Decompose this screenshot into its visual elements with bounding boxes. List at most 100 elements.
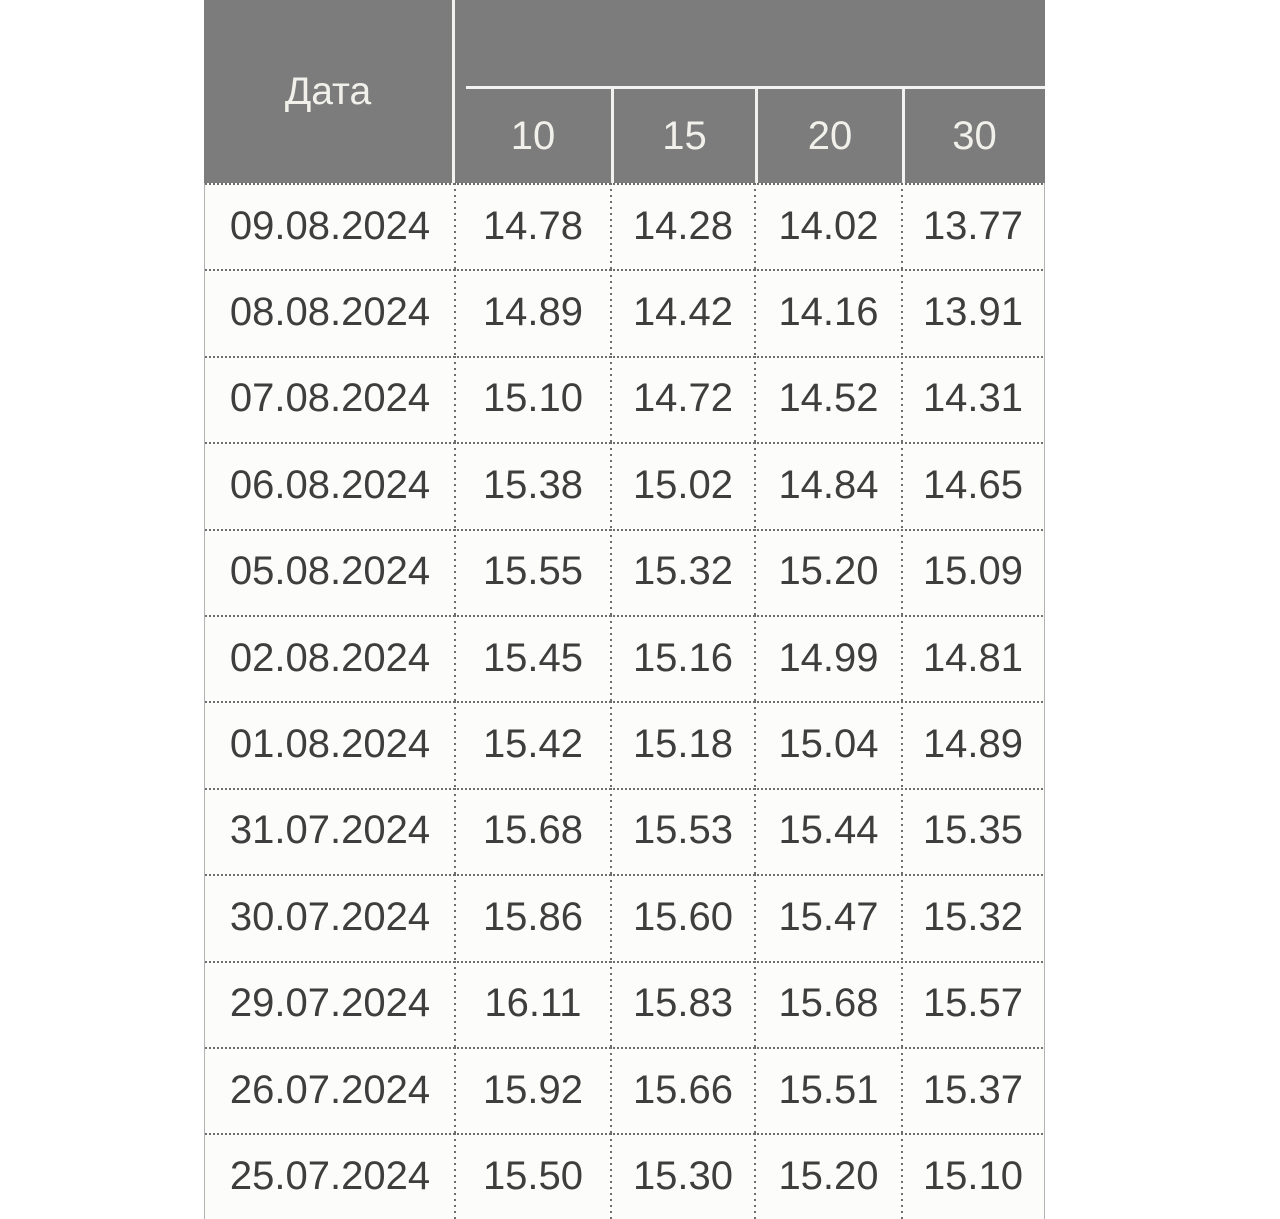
maturity-column-header-label: 10 (510, 113, 556, 158)
value-cell-label: 15.53 (632, 808, 734, 853)
value-cell: 14.84 (754, 442, 902, 529)
date-cell: 26.07.2024 (205, 1047, 455, 1133)
value-cell: 14.02 (754, 183, 902, 270)
value-cell-label: 15.57 (922, 981, 1024, 1026)
value-cell: 14.72 (610, 355, 755, 443)
value-cell: 15.10 (901, 1133, 1044, 1219)
value-cell-label: 14.65 (922, 462, 1024, 507)
value-cell-label: 15.42 (482, 722, 584, 767)
table-body: 09.08.2024 14.78 14.28 14.02 13.77 08.08.20… (204, 183, 1045, 1219)
value-cell-label: 15.35 (922, 808, 1024, 853)
value-cell-label: 16.11 (484, 981, 582, 1026)
value-cell: 15.53 (610, 787, 755, 875)
value-cell: 14.16 (754, 269, 902, 357)
maturity-group-header-cell (455, 0, 1045, 89)
value-cell-label: 15.86 (482, 894, 584, 939)
value-cell: 14.42 (610, 269, 755, 357)
value-cell: 14.99 (754, 614, 902, 702)
value-cell-label: 15.50 (482, 1153, 584, 1198)
value-cell: 15.50 (454, 1133, 611, 1219)
date-cell-label: 09.08.2024 (229, 203, 431, 248)
value-cell-label: 15.68 (482, 808, 584, 853)
value-cell: 15.42 (454, 701, 611, 789)
table-row: 26.07.2024 15.92 15.66 15.51 15.37 (205, 1046, 1044, 1134)
maturity-column-header: 15 (611, 89, 755, 183)
date-cell: 01.08.2024 (205, 701, 455, 787)
value-cell-label: 14.81 (922, 635, 1024, 680)
value-cell: 14.89 (454, 269, 611, 357)
value-cell-label: 14.31 (922, 376, 1024, 421)
value-cell-label: 14.72 (632, 376, 734, 421)
value-cell: 15.45 (454, 614, 611, 702)
value-cell: 15.18 (610, 701, 755, 789)
value-cell: 14.65 (901, 442, 1044, 529)
value-cell-label: 15.44 (778, 808, 879, 853)
table-row: 29.07.2024 16.11 15.83 15.68 15.57 (205, 960, 1044, 1048)
date-cell-label: 29.07.2024 (229, 981, 431, 1026)
value-cell: 15.35 (901, 787, 1044, 875)
date-cell-label: 01.08.2024 (229, 722, 431, 767)
maturity-columns-group: 10 15 20 30 (455, 0, 1045, 183)
value-cell-label: 15.18 (632, 722, 734, 767)
value-cell-label: 15.68 (778, 981, 879, 1026)
value-cell-label: 13.91 (922, 290, 1024, 335)
value-cell: 15.92 (454, 1046, 611, 1134)
table-row: 09.08.2024 14.78 14.28 14.02 13.77 (205, 183, 1044, 270)
date-cell-label: 08.08.2024 (229, 290, 431, 335)
value-cell: 15.55 (454, 528, 611, 616)
maturity-column-header-label: 15 (662, 113, 707, 158)
date-cell: 09.08.2024 (205, 183, 455, 269)
value-cell-label: 15.60 (632, 894, 734, 939)
table-row: 07.08.2024 15.10 14.72 14.52 14.31 (205, 355, 1044, 443)
value-cell: 14.28 (610, 183, 755, 270)
value-cell-label: 15.04 (778, 722, 879, 767)
value-cell: 15.66 (610, 1046, 755, 1134)
date-cell-label: 26.07.2024 (229, 1067, 431, 1112)
table-row: 25.07.2024 15.50 15.30 15.20 15.10 (205, 1133, 1044, 1219)
date-cell-label: 31.07.2024 (229, 808, 431, 853)
maturity-column-header-label: 30 (952, 113, 997, 158)
value-cell: 15.86 (454, 874, 611, 961)
maturity-column-header: 10 (455, 89, 611, 183)
value-cell-label: 15.47 (778, 894, 879, 939)
value-cell: 15.30 (610, 1133, 755, 1219)
value-cell: 15.60 (610, 874, 755, 961)
value-cell: 15.16 (610, 614, 755, 702)
value-cell-label: 15.32 (632, 549, 734, 594)
value-cell-label: 15.45 (482, 635, 584, 680)
value-cell-label: 14.78 (482, 203, 584, 248)
value-cell-label: 15.83 (632, 981, 734, 1026)
date-cell: 07.08.2024 (205, 356, 455, 442)
value-cell: 15.51 (754, 1046, 902, 1134)
value-cell: 14.81 (901, 614, 1044, 702)
date-cell: 30.07.2024 (205, 874, 455, 960)
value-cell: 15.44 (754, 787, 902, 875)
value-cell: 15.38 (454, 442, 611, 529)
date-cell-label: 02.08.2024 (229, 635, 431, 680)
value-cell-label: 15.38 (482, 462, 584, 507)
value-cell-label: 14.28 (632, 203, 734, 248)
date-cell: 25.07.2024 (205, 1133, 455, 1219)
table-row: 08.08.2024 14.89 14.42 14.16 13.91 (205, 269, 1044, 357)
date-cell-label: 25.07.2024 (229, 1153, 431, 1198)
value-cell-label: 15.66 (632, 1067, 734, 1112)
date-cell: 02.08.2024 (205, 615, 455, 701)
value-cell: 14.31 (901, 355, 1044, 443)
value-cell: 15.04 (754, 701, 902, 789)
maturity-column-header: 20 (755, 89, 902, 183)
value-cell: 15.10 (454, 355, 611, 443)
value-cell-label: 15.20 (778, 549, 879, 594)
value-cell-label: 15.10 (482, 376, 584, 421)
value-cell-label: 15.02 (632, 462, 734, 507)
value-cell-label: 15.09 (922, 549, 1024, 594)
date-cell: 29.07.2024 (205, 961, 455, 1047)
value-cell: 13.91 (901, 269, 1044, 357)
value-cell: 15.68 (754, 960, 902, 1048)
date-cell-label: 06.08.2024 (229, 462, 431, 507)
table-row: 02.08.2024 15.45 15.16 14.99 14.81 (205, 614, 1044, 702)
value-cell-label: 15.55 (482, 549, 584, 594)
date-cell-label: 07.08.2024 (229, 376, 431, 421)
value-cell: 15.83 (610, 960, 755, 1048)
value-cell: 15.37 (901, 1046, 1044, 1134)
value-cell-label: 15.10 (922, 1153, 1024, 1198)
